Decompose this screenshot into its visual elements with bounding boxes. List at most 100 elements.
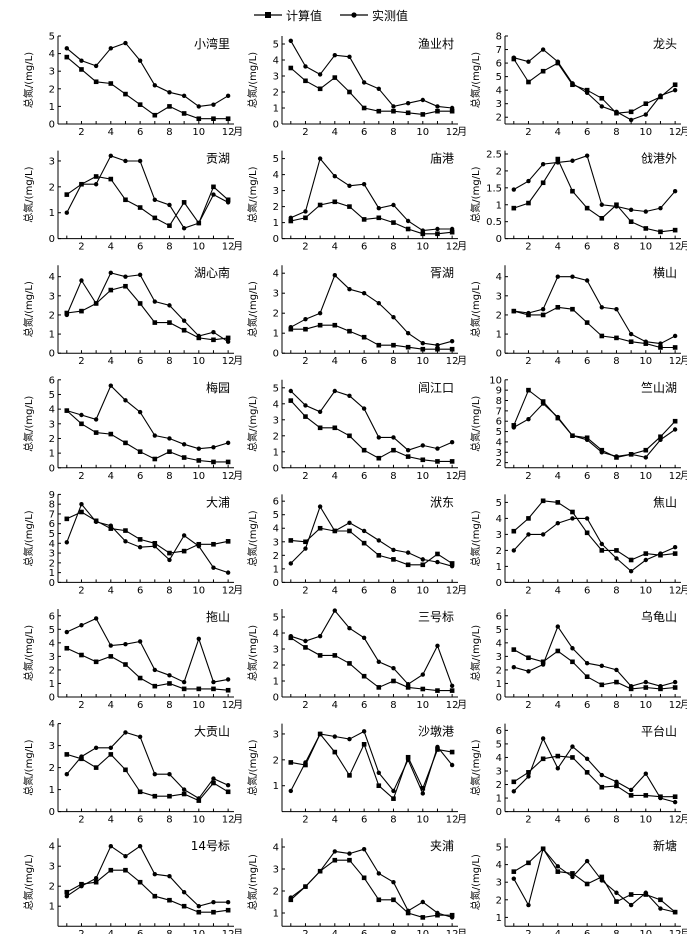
x-tick-label: 8 <box>613 700 619 711</box>
y-tick-label: 4 <box>273 170 279 181</box>
point-calc <box>391 796 396 801</box>
series-line-meas <box>66 731 229 800</box>
x-tick-label: 4 <box>332 700 338 711</box>
y-axis-label: 总氮/(mg/L) <box>469 396 482 452</box>
legend-calc-marker <box>265 12 271 18</box>
point-calc <box>347 528 352 534</box>
x-tick-label: 6 <box>137 242 143 253</box>
point-calc <box>658 345 663 350</box>
x-tick-label: 8 <box>613 585 619 596</box>
series-line-meas <box>66 384 229 450</box>
series-line-meas <box>513 625 676 687</box>
y-axis-label: 总氮/(mg/L) <box>246 52 259 108</box>
x-tick-label: 4 <box>332 127 338 138</box>
series-line-calc <box>290 859 453 918</box>
y-tick-label: 0 <box>273 234 279 245</box>
x-tick-label: 2 <box>302 585 308 596</box>
point-meas <box>555 864 560 869</box>
chart-title: 湖心南 <box>194 265 230 280</box>
x-tick-label: 2 <box>78 471 84 482</box>
point-meas <box>152 299 157 304</box>
series-line-meas <box>290 848 453 918</box>
x-tick-label: 8 <box>390 471 396 482</box>
point-meas <box>614 556 619 561</box>
chart-title: 戗港外 <box>641 152 677 166</box>
point-meas <box>511 187 516 192</box>
y-tick-label: 3 <box>273 289 279 300</box>
point-calc <box>64 645 70 651</box>
point-meas <box>288 788 293 794</box>
point-calc <box>64 889 70 895</box>
point-meas <box>196 544 201 549</box>
point-meas <box>347 520 352 526</box>
point-calc <box>405 110 411 116</box>
point-calc <box>64 752 70 757</box>
series-line-calc <box>513 649 676 690</box>
point-calc <box>93 765 99 770</box>
point-meas <box>108 523 114 528</box>
point-meas <box>420 557 425 562</box>
y-tick-label: 3 <box>273 865 279 876</box>
point-calc <box>123 197 128 203</box>
x-axis-unit: 月 <box>457 814 467 826</box>
point-meas <box>391 315 396 320</box>
point-calc <box>391 678 396 684</box>
x-tick-label: 10 <box>639 929 652 934</box>
point-meas <box>584 278 590 283</box>
point-meas <box>196 220 201 226</box>
y-tick-label: 3 <box>273 415 279 426</box>
point-calc <box>152 456 158 462</box>
series-line-calc <box>513 306 676 349</box>
point-meas <box>672 87 678 93</box>
point-meas <box>555 160 560 165</box>
point-meas <box>435 643 440 648</box>
point-calc <box>93 79 99 85</box>
point-calc <box>526 655 531 661</box>
x-tick-label: 2 <box>302 356 308 367</box>
point-calc <box>79 421 84 427</box>
point-meas <box>332 528 337 534</box>
point-calc <box>181 200 187 205</box>
point-meas <box>511 789 516 794</box>
point-meas <box>211 776 216 781</box>
x-tick-label: 6 <box>584 929 590 934</box>
point-calc <box>79 756 84 762</box>
x-tick-label: 10 <box>639 127 652 138</box>
x-tick-label: 6 <box>137 356 143 367</box>
point-calc <box>540 312 546 318</box>
point-meas <box>152 544 157 549</box>
point-meas <box>555 521 560 526</box>
point-calc <box>93 879 99 885</box>
point-meas <box>211 329 216 335</box>
point-calc <box>672 82 678 88</box>
x-tick-label: 8 <box>613 242 619 253</box>
x-axis-unit: 月 <box>233 126 243 138</box>
point-calc <box>526 860 531 866</box>
y-tick-label: 1 <box>49 102 55 113</box>
point-meas <box>332 53 337 58</box>
point-calc <box>540 659 546 665</box>
point-calc <box>347 857 352 863</box>
point-calc <box>584 881 590 887</box>
series-line-calc <box>290 637 453 692</box>
y-axis-label: 总氮/(mg/L) <box>469 739 482 795</box>
y-tick-label: 2 <box>49 434 55 445</box>
point-meas <box>391 788 396 794</box>
point-meas <box>137 639 143 644</box>
y-tick-label: 0 <box>273 463 279 474</box>
y-tick-label: 1 <box>496 562 502 573</box>
point-meas <box>137 409 143 415</box>
point-calc <box>167 793 172 799</box>
x-tick-label: 12 <box>669 700 682 711</box>
y-tick-label: 3 <box>273 537 279 548</box>
point-meas <box>614 454 619 459</box>
y-tick-label: 1 <box>49 208 55 219</box>
point-calc <box>643 551 649 556</box>
point-calc <box>108 867 114 873</box>
chart-title: 乌龟山 <box>641 609 677 624</box>
point-calc <box>225 335 231 341</box>
